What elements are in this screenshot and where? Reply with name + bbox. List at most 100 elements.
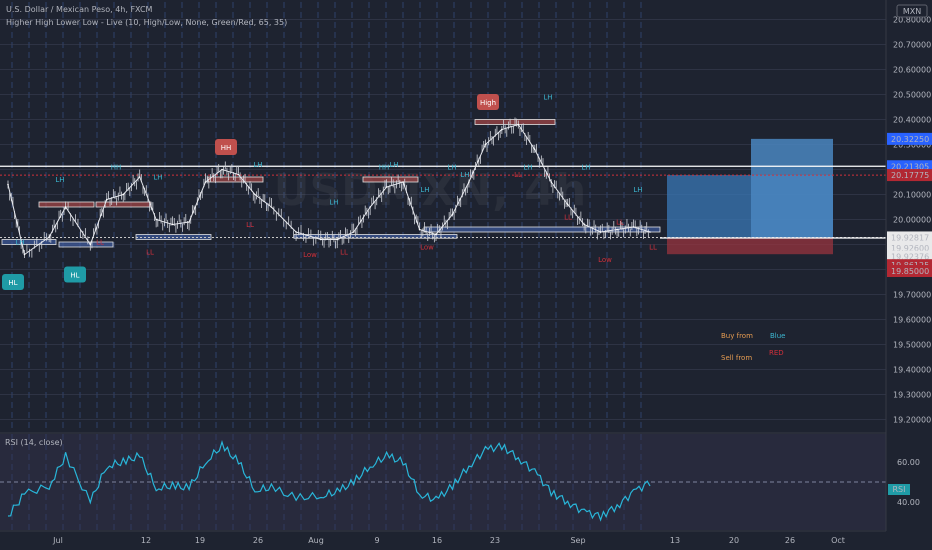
price-point (550, 181, 553, 183)
price-label-box (887, 231, 932, 244)
rsi-last-label: RSI (893, 485, 906, 494)
price-point (583, 223, 585, 226)
swing-marker-label: HL (70, 272, 79, 280)
price-point (171, 223, 174, 226)
watermark-text: USDMXN, 4h (274, 165, 586, 216)
price-label: 20.17775 (891, 171, 929, 180)
swing-label: LL (340, 249, 348, 257)
swing-label: LH (153, 174, 162, 182)
swing-label: LH (15, 239, 24, 247)
swing-label: LH (523, 164, 532, 172)
swing-label: LH (329, 199, 338, 207)
swing-label: LH (420, 186, 429, 194)
price-point (270, 206, 273, 208)
sell-from-text: Sell from (721, 354, 752, 362)
price-label: 19.92376 (891, 253, 929, 262)
rsi-title: RSI (14, close) (5, 438, 63, 447)
y-tick-label: 19.40000 (893, 366, 931, 375)
price-point (221, 168, 223, 171)
price-point (319, 238, 322, 241)
swing-label: LH (389, 161, 398, 169)
swing-label: LL (96, 239, 104, 247)
y-tick-label: 20.00000 (893, 216, 931, 225)
price-point (138, 176, 141, 178)
swing-marker-label: HH (221, 144, 232, 152)
price-point (105, 198, 108, 201)
y-tick-label: 20.80000 (893, 16, 931, 25)
swing-label: Low (420, 244, 434, 252)
swing-label: LH (633, 186, 642, 194)
y-tick-label: 20.30000 (893, 141, 931, 150)
price-point (484, 143, 487, 146)
swing-label: HH (111, 164, 122, 172)
price-point (402, 181, 404, 183)
price-point (533, 148, 536, 151)
swing-marker-bubble (477, 94, 499, 110)
swing-label: LH (581, 164, 590, 172)
x-tick-label: 16 (432, 536, 442, 545)
x-tick-label: Sep (570, 536, 585, 545)
price-point (295, 231, 297, 233)
x-tick-label: Jul (52, 536, 63, 545)
y-tick-label: 19.70000 (893, 291, 931, 300)
price-label: 20.32250 (891, 135, 929, 144)
y-tick-label: 20.10000 (893, 191, 931, 200)
y-tick-label: 19.60000 (893, 316, 931, 325)
price-point (254, 193, 256, 196)
price-candles (7, 117, 649, 258)
swing-label: LL (649, 244, 657, 252)
price-point (122, 193, 125, 196)
x-tick-label: 20 (729, 536, 739, 545)
swing-marker-label: HL (8, 279, 17, 287)
price-point (435, 233, 437, 236)
rsi-line (7, 439, 651, 522)
price-point (64, 206, 67, 208)
chart-title: U.S. Dollar / Mexican Peso, 4h, FXCM (6, 5, 153, 14)
demand-box (1, 239, 57, 245)
time-axis-panel (0, 531, 932, 550)
price-point (7, 183, 9, 186)
x-tick-label: 26 (253, 536, 263, 545)
x-tick-label: 19 (195, 536, 205, 545)
supply-box (362, 176, 419, 183)
price-label-box (887, 265, 932, 277)
buy-side-text: Blue (770, 332, 786, 340)
rsi-last-box (888, 484, 910, 495)
price-label: 19.92817 (891, 233, 929, 242)
currency-badge[interactable] (896, 4, 928, 18)
price-point (369, 206, 371, 208)
y-tick-label: 19.50000 (893, 341, 931, 350)
price-point (204, 181, 207, 183)
swing-label: Low (598, 256, 612, 264)
y-tick-label: 20.50000 (893, 91, 931, 100)
x-tick-label: 23 (490, 536, 500, 545)
price-label: 19.92600 (891, 244, 929, 253)
swing-label: LH (460, 171, 469, 179)
demand-box (423, 226, 661, 233)
swing-marker-bubble (64, 266, 86, 283)
price-line (7, 123, 651, 256)
rsi-tick-label: 40.00 (897, 498, 920, 507)
price-point (649, 231, 651, 233)
y-tick-label: 19.20000 (893, 416, 931, 425)
currency-badge-label: MXN (903, 7, 921, 16)
price-point (155, 218, 157, 221)
buy-zone-right (751, 138, 833, 238)
swing-label: LL (616, 219, 624, 227)
price-point (48, 236, 50, 238)
y-tick-label: 20.40000 (893, 116, 931, 125)
x-tick-label: Aug (308, 536, 324, 545)
rsi-tick-label: 60.00 (897, 458, 920, 467)
demand-box (58, 241, 114, 248)
indicator-title: Higher High Lower Low - Live (10, High/L… (6, 18, 287, 27)
y-tick-label: 20.70000 (893, 41, 931, 50)
swing-label: LL (246, 221, 254, 229)
price-point (336, 238, 339, 241)
price-point (352, 231, 355, 233)
sell-zone (667, 237, 833, 255)
price-point (385, 186, 388, 188)
price-point (468, 181, 470, 183)
x-tick-label: 26 (785, 536, 795, 545)
